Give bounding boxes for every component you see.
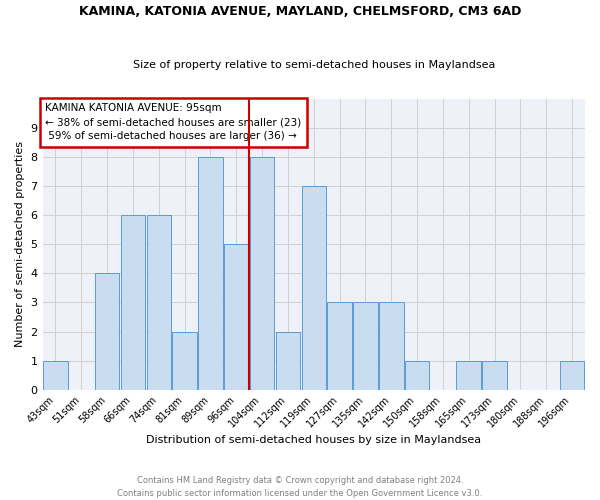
Bar	[172, 332, 197, 390]
Bar	[328, 302, 352, 390]
Title: Size of property relative to semi-detached houses in Maylandsea: Size of property relative to semi-detach…	[133, 60, 495, 70]
Y-axis label: Number of semi-detached properties: Number of semi-detached properties	[15, 142, 25, 348]
Text: KAMINA, KATONIA AVENUE, MAYLAND, CHELMSFORD, CM3 6AD: KAMINA, KATONIA AVENUE, MAYLAND, CHELMSF…	[79, 5, 521, 18]
Bar	[560, 360, 584, 390]
Bar	[198, 157, 223, 390]
Text: Contains HM Land Registry data © Crown copyright and database right 2024.
Contai: Contains HM Land Registry data © Crown c…	[118, 476, 482, 498]
Bar	[405, 360, 430, 390]
Bar	[95, 274, 119, 390]
Bar	[379, 302, 404, 390]
X-axis label: Distribution of semi-detached houses by size in Maylandsea: Distribution of semi-detached houses by …	[146, 435, 481, 445]
Bar	[482, 360, 507, 390]
Bar	[457, 360, 481, 390]
Bar	[146, 216, 171, 390]
Bar	[121, 216, 145, 390]
Bar	[302, 186, 326, 390]
Bar	[250, 157, 274, 390]
Bar	[275, 332, 300, 390]
Text: KAMINA KATONIA AVENUE: 95sqm
← 38% of semi-detached houses are smaller (23)
 59%: KAMINA KATONIA AVENUE: 95sqm ← 38% of se…	[45, 104, 302, 142]
Bar	[43, 360, 68, 390]
Bar	[224, 244, 248, 390]
Bar	[353, 302, 378, 390]
